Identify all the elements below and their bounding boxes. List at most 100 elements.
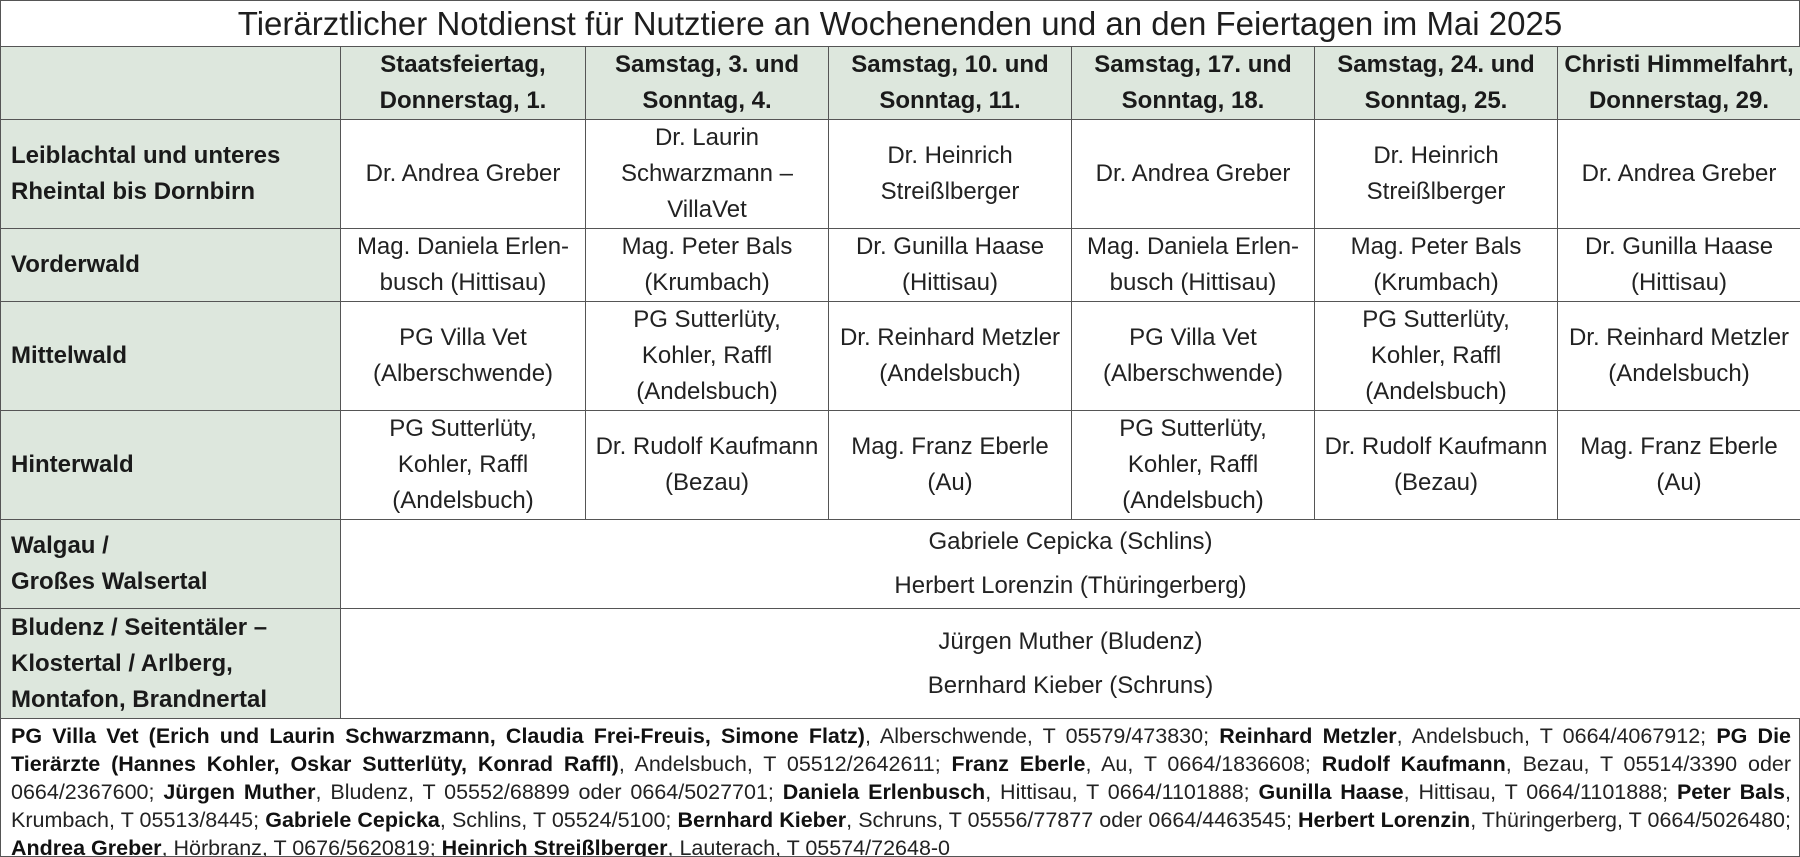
- vet-line: Mag. Daniela Erlen-: [1076, 229, 1310, 265]
- vet-line: (Andelsbuch): [590, 374, 824, 410]
- vet-cell: PG Villa Vet(Alberschwende): [1072, 302, 1315, 411]
- contact-name: Rudolf Kaufmann: [1322, 752, 1506, 776]
- vet-line: Dr. Heinrich: [1319, 138, 1553, 174]
- region-cell: Mittelwald: [1, 302, 341, 411]
- contact-name: Gabriele Cepicka: [265, 808, 440, 832]
- vet-line: VillaVet: [590, 192, 824, 228]
- contact-name: Reinhard Metzler: [1219, 724, 1396, 748]
- column-header-line: Donnerstag, 1.: [345, 83, 581, 119]
- vet-line: Bernhard Kieber (Schruns): [345, 664, 1796, 708]
- merged-vet-cell: Jürgen Muther (Bludenz)Bernhard Kieber (…: [341, 609, 1800, 719]
- table-row: Walgau /Großes Walsertal Gabriele Cepick…: [1, 520, 1800, 609]
- region-line: Leiblachtal und unteres: [11, 138, 336, 174]
- table-row: Vorderwald Mag. Daniela Erlen-busch (Hit…: [1, 229, 1800, 302]
- vet-line: PG Villa Vet: [345, 320, 581, 356]
- vet-cell: Dr. Reinhard Metzler(Andelsbuch): [1558, 302, 1800, 411]
- contact-name: PG Villa Vet (Erich und Laurin Schwarzma…: [11, 724, 865, 748]
- column-header-line: Sonntag, 4.: [590, 83, 824, 119]
- vet-cell: Dr. Gunilla Haase(Hittisau): [829, 229, 1072, 302]
- header-row: Staatsfeiertag,Donnerstag, 1. Samstag, 3…: [1, 47, 1800, 120]
- column-header-line: Samstag, 10. und: [833, 47, 1067, 83]
- vet-cell: Dr. Rudolf Kaufmann(Bezau): [586, 411, 829, 520]
- column-header-1: Staatsfeiertag,Donnerstag, 1.: [341, 47, 586, 120]
- region-cell: Bludenz / Seitentäler –Klostertal / Arlb…: [1, 609, 341, 719]
- region-line: Mittelwald: [11, 338, 336, 374]
- vet-cell: Dr. Rudolf Kaufmann(Bezau): [1315, 411, 1558, 520]
- vet-line: (Hittisau): [833, 265, 1067, 301]
- table-row: Hinterwald PG Sutterlüty,Kohler, Raffl(A…: [1, 411, 1800, 520]
- column-header-line: Sonntag, 11.: [833, 83, 1067, 119]
- vet-line: (Krumbach): [590, 265, 824, 301]
- vet-line: (Au): [1562, 465, 1796, 501]
- contact-details: , Andelsbuch, T 0664/4067912;: [1397, 724, 1717, 748]
- vet-cell: PG Sutterlüty,Kohler, Raffl(Andelsbuch): [1072, 411, 1315, 520]
- vet-line: busch (Hittisau): [1076, 265, 1310, 301]
- vet-line: Dr. Reinhard Metzler: [1562, 320, 1796, 356]
- contact-list: PG Villa Vet (Erich und Laurin Schwarzma…: [0, 719, 1800, 857]
- vet-line: Mag. Peter Bals: [590, 229, 824, 265]
- vet-line: Streißlberger: [833, 174, 1067, 210]
- region-cell: Vorderwald: [1, 229, 341, 302]
- vet-line: Dr. Gunilla Haase: [833, 229, 1067, 265]
- vet-cell: Dr. Reinhard Metzler(Andelsbuch): [829, 302, 1072, 411]
- contact-details: , Au, T 0664/1836608;: [1085, 752, 1321, 776]
- vet-cell: PG Villa Vet(Alberschwende): [341, 302, 586, 411]
- vet-line: Kohler, Raffl: [590, 338, 824, 374]
- contact-details: , Schlins, T 05524/5100;: [440, 808, 678, 832]
- vet-line: (Andelsbuch): [1076, 483, 1310, 519]
- vet-line: Mag. Franz Eberle: [833, 429, 1067, 465]
- vet-line: Dr. Andrea Greber: [1562, 156, 1796, 192]
- page-title: Tierärztlicher Notdienst für Nutztiere a…: [0, 0, 1800, 46]
- vet-cell: Mag. Peter Bals(Krumbach): [1315, 229, 1558, 302]
- vet-line: Kohler, Raffl: [1076, 447, 1310, 483]
- contact-name: Jürgen Muther: [163, 780, 315, 804]
- contact-name: Peter Bals: [1677, 780, 1785, 804]
- table-row: Bludenz / Seitentäler –Klostertal / Arlb…: [1, 609, 1800, 719]
- region-line: Vorderwald: [11, 247, 336, 283]
- vet-line: Dr. Laurin: [590, 120, 824, 156]
- vet-line: (Andelsbuch): [1562, 356, 1796, 392]
- vet-line: Streißlberger: [1319, 174, 1553, 210]
- region-line: Montafon, Brandnertal: [11, 682, 336, 718]
- contact-name: Bernhard Kieber: [678, 808, 847, 832]
- region-line: Klostertal / Arlberg,: [11, 646, 336, 682]
- vet-line: Jürgen Muther (Bludenz): [345, 620, 1796, 664]
- contact-details: , Andelsbuch, T 05512/2642611;: [619, 752, 952, 776]
- contact-details: , Hörbranz, T 0676/5620819;: [162, 836, 442, 857]
- vet-line: (Alberschwende): [345, 356, 581, 392]
- contact-details: , Lauterach, T 05574/72648-0: [668, 836, 951, 857]
- vet-cell: Dr. Gunilla Haase(Hittisau): [1558, 229, 1800, 302]
- vet-line: PG Sutterlüty,: [590, 302, 824, 338]
- vet-line: Mag. Peter Bals: [1319, 229, 1553, 265]
- contact-name: Andrea Greber: [11, 836, 162, 857]
- vet-line: (Krumbach): [1319, 265, 1553, 301]
- vet-line: PG Sutterlüty,: [1319, 302, 1553, 338]
- vet-cell: Mag. Franz Eberle(Au): [1558, 411, 1800, 520]
- column-header-6: Christi Himmelfahrt,Donnerstag, 29.: [1558, 47, 1800, 120]
- vet-cell: Dr. Andrea Greber: [1072, 120, 1315, 229]
- vet-line: (Bezau): [1319, 465, 1553, 501]
- vet-cell: Mag. Daniela Erlen-busch (Hittisau): [1072, 229, 1315, 302]
- column-header-line: Samstag, 17. und: [1076, 47, 1310, 83]
- contact-name: Herbert Lorenzin: [1298, 808, 1470, 832]
- column-header-line: Christi Himmelfahrt,: [1562, 47, 1796, 83]
- vet-line: (Alberschwende): [1076, 356, 1310, 392]
- contact-name: Franz Eberle: [952, 752, 1086, 776]
- vet-line: Dr. Rudolf Kaufmann: [1319, 429, 1553, 465]
- vet-line: Dr. Reinhard Metzler: [833, 320, 1067, 356]
- column-header-line: Samstag, 24. und: [1319, 47, 1553, 83]
- vet-line: (Au): [833, 465, 1067, 501]
- region-line: Hinterwald: [11, 447, 336, 483]
- vet-line: (Andelsbuch): [1319, 374, 1553, 410]
- contact-name: Heinrich Streißlberger: [442, 836, 668, 857]
- region-line: Rheintal bis Dornbirn: [11, 174, 336, 210]
- region-cell: Hinterwald: [1, 411, 341, 520]
- vet-cell: Dr. Andrea Greber: [341, 120, 586, 229]
- vet-line: PG Sutterlüty,: [1076, 411, 1310, 447]
